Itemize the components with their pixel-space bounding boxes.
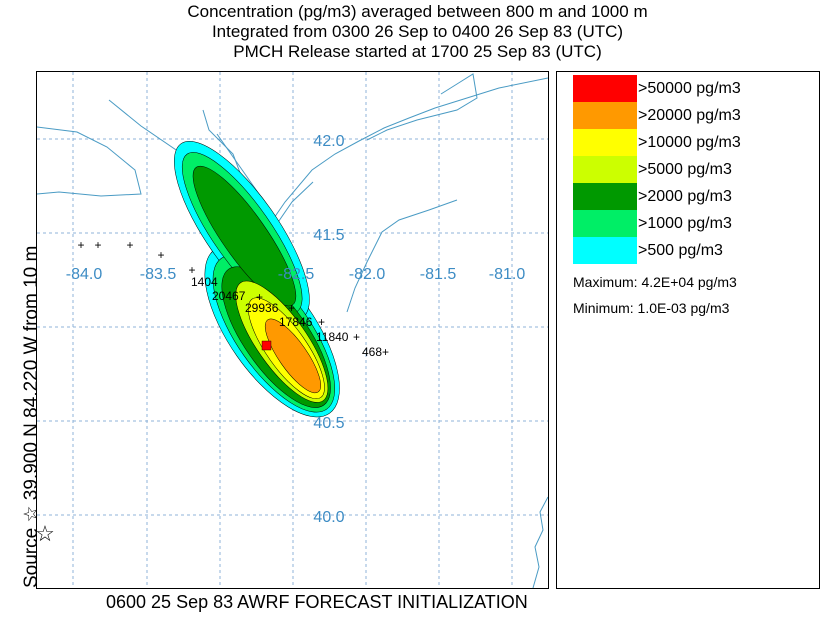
sample-marker: +	[188, 263, 195, 277]
measurement-labels: 1404 20467 + 29936 + 17846 + 11840 + 468…	[191, 275, 389, 359]
legend-label: >5000 pg/m3	[638, 161, 732, 178]
sample-marker: +	[94, 238, 101, 252]
sample-marker: +	[382, 345, 389, 359]
sample-marker: +	[353, 330, 360, 344]
source-star-icon: ☆	[37, 521, 55, 546]
sample-marker: +	[126, 238, 133, 252]
lon-label: -81.0	[489, 266, 526, 283]
legend-swatch	[573, 183, 637, 210]
lat-label: 40.5	[313, 415, 344, 432]
graticule	[37, 72, 548, 588]
lon-label: -84.0	[66, 266, 103, 283]
lon-label: -81.5	[420, 266, 457, 283]
lon-label: -83.5	[140, 266, 177, 283]
title-line-3: PMCH Release started at 1700 25 Sep 83 (…	[233, 42, 602, 61]
longitude-labels: -84.0 -83.5 -82.5 -82.0 -81.5 -81.0	[66, 266, 526, 283]
title-line-1: Concentration (pg/m3) averaged between 8…	[187, 2, 648, 21]
coastline	[532, 496, 548, 588]
legend-swatch	[573, 129, 637, 156]
legend-minimum: Minimum: 1.0E-03 pg/m3	[573, 300, 730, 316]
measurement-value: 29936	[245, 301, 279, 315]
contour-20000	[265, 318, 321, 394]
sample-marker: +	[318, 315, 325, 329]
legend-swatch	[573, 75, 637, 102]
lon-label: -82.0	[349, 266, 386, 283]
legend-label: >10000 pg/m3	[638, 134, 741, 151]
legend-label: >1000 pg/m3	[638, 215, 732, 232]
lat-label: 41.5	[313, 227, 344, 244]
legend-swatch	[573, 102, 637, 129]
contour-2000	[192, 165, 297, 307]
sample-marker: +	[157, 248, 164, 262]
legend-panel: >50000 pg/m3 >20000 pg/m3 >10000 pg/m3 >…	[556, 71, 820, 589]
legend-swatch	[573, 237, 637, 264]
sample-marker: +	[77, 238, 84, 252]
lon-label: -82.5	[278, 266, 315, 283]
latitude-labels: 42.0 41.5 40.5 40.0	[313, 133, 344, 526]
sample-markers: + + + + +	[77, 238, 195, 277]
measurement-value: 1404	[191, 275, 218, 289]
sample-marker: +	[288, 301, 295, 315]
measurement-value: 468	[362, 345, 382, 359]
coastline	[366, 73, 478, 141]
source-location-label: Source ☆ 39.900 N 84.220 W from 10 m	[0, 0, 42, 632]
forecast-footer: 0600 25 Sep 83 AWRF FORECAST INITIALIZAT…	[106, 592, 528, 612]
lat-label: 40.0	[313, 509, 344, 526]
legend-label: >50000 pg/m3	[638, 80, 741, 97]
concentration-plume	[174, 141, 340, 418]
legend-maximum: Maximum: 4.2E+04 pg/m3	[573, 274, 737, 290]
sample-marker: +	[256, 290, 263, 304]
title-line-2: Integrated from 0300 26 Sep to 0400 26 S…	[211, 22, 624, 41]
legend-label: >20000 pg/m3	[638, 107, 741, 124]
map-panel[interactable]: -84.0 -83.5 -82.5 -82.0 -81.5 -81.0 42.0…	[36, 71, 549, 589]
legend-swatch	[573, 210, 637, 237]
coastline	[346, 199, 458, 313]
legend-label: >2000 pg/m3	[638, 188, 732, 205]
measurement-value: 11840	[316, 330, 349, 344]
measurement-value: 20467	[212, 289, 246, 303]
coastline	[37, 126, 142, 197]
map-svg: -84.0 -83.5 -82.5 -82.0 -81.5 -81.0 42.0…	[37, 72, 548, 588]
contour-50000	[261, 340, 272, 351]
legend-swatch	[573, 156, 637, 183]
measurement-value: 17846	[279, 315, 313, 329]
legend-label: >500 pg/m3	[638, 242, 723, 259]
lat-label: 42.0	[313, 133, 344, 150]
